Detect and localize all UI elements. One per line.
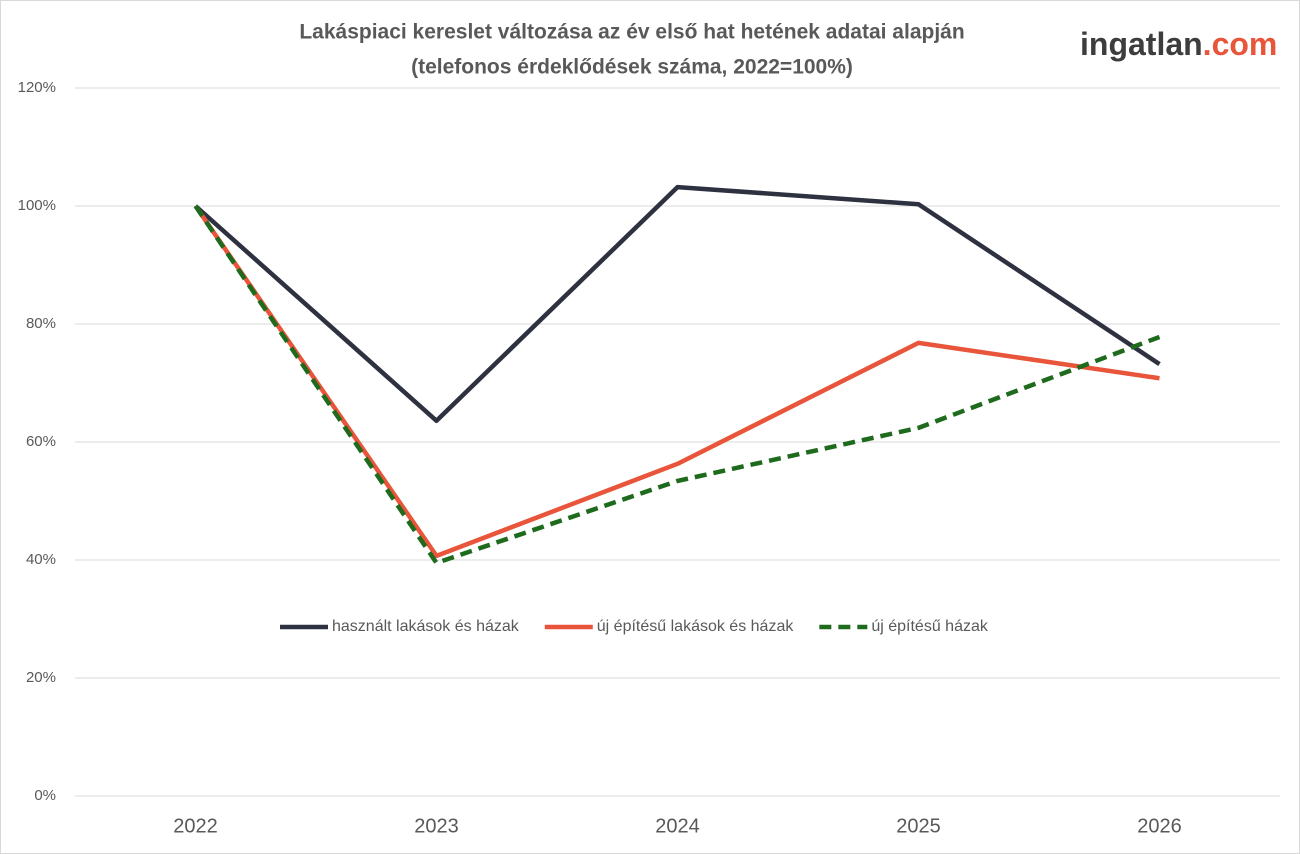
legend-label: használt lakások és házak bbox=[332, 618, 520, 635]
legend-label: új építésű lakások és házak bbox=[597, 618, 795, 635]
logo: ingatlan.com bbox=[1080, 26, 1277, 62]
x-tick-label: 2024 bbox=[655, 815, 700, 837]
series-line bbox=[193, 204, 1161, 566]
y-tick-label: 20% bbox=[26, 669, 56, 686]
legend-label: új építésű házak bbox=[871, 618, 989, 635]
y-tick-label: 0% bbox=[34, 787, 56, 804]
logo-name: ingatlan bbox=[1080, 26, 1203, 62]
y-tick-label: 60% bbox=[26, 433, 56, 450]
x-tick-label: 2022 bbox=[173, 815, 218, 837]
x-tick-label: 2026 bbox=[1137, 815, 1182, 837]
y-tick-label: 120% bbox=[18, 79, 56, 96]
chart-subtitle: (telefonos érdeklődések száma, 2022=100%… bbox=[411, 56, 853, 79]
logo-tld: .com bbox=[1203, 26, 1278, 62]
y-tick-label: 40% bbox=[26, 551, 56, 568]
x-tick-label: 2025 bbox=[896, 815, 941, 837]
chart-title: Lakáspiaci kereslet változása az év első… bbox=[299, 21, 964, 44]
y-tick-label: 100% bbox=[18, 197, 56, 214]
series-line bbox=[193, 204, 1160, 559]
x-tick-label: 2023 bbox=[414, 815, 459, 837]
y-tick-label: 80% bbox=[26, 315, 56, 332]
series-line bbox=[194, 184, 1161, 424]
